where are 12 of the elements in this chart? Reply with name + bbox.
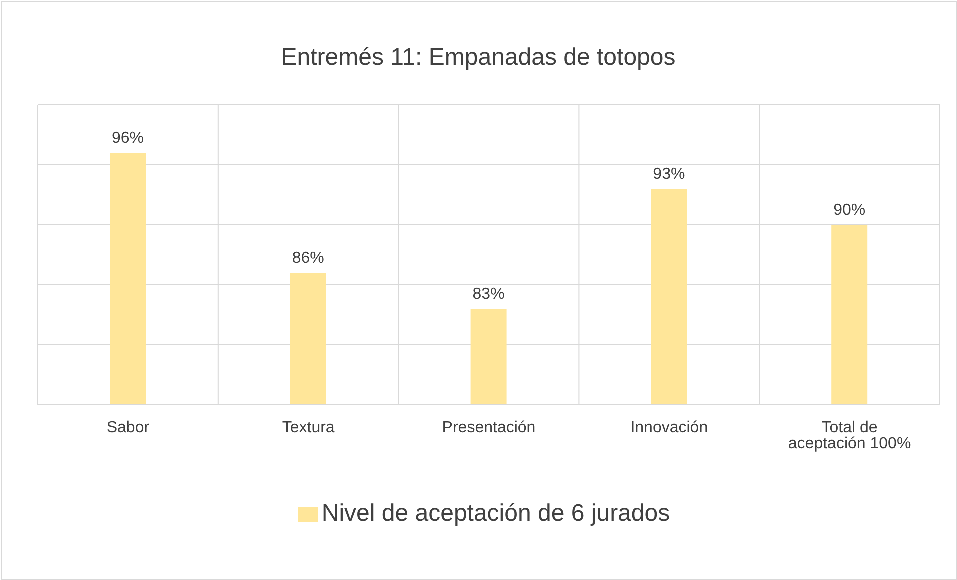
data-label: 83% — [472, 286, 505, 303]
data-label: 96% — [112, 130, 144, 147]
data-label: 93% — [653, 166, 686, 183]
chart-title: Entremés 11: Empanadas de totopos — [280, 44, 677, 72]
x-tick-label: Textura — [282, 419, 335, 436]
x-tick-label: Total de aceptación 100% — [788, 419, 912, 452]
x-tick-label: Innovación — [630, 419, 708, 436]
x-tick-label: Sabor — [106, 419, 150, 436]
legend-label: Nivel de aceptación de 6 jurados — [322, 500, 670, 527]
data-label: 90% — [834, 202, 866, 219]
x-tick-label: Presentación — [442, 419, 536, 436]
data-label: 86% — [292, 250, 324, 267]
